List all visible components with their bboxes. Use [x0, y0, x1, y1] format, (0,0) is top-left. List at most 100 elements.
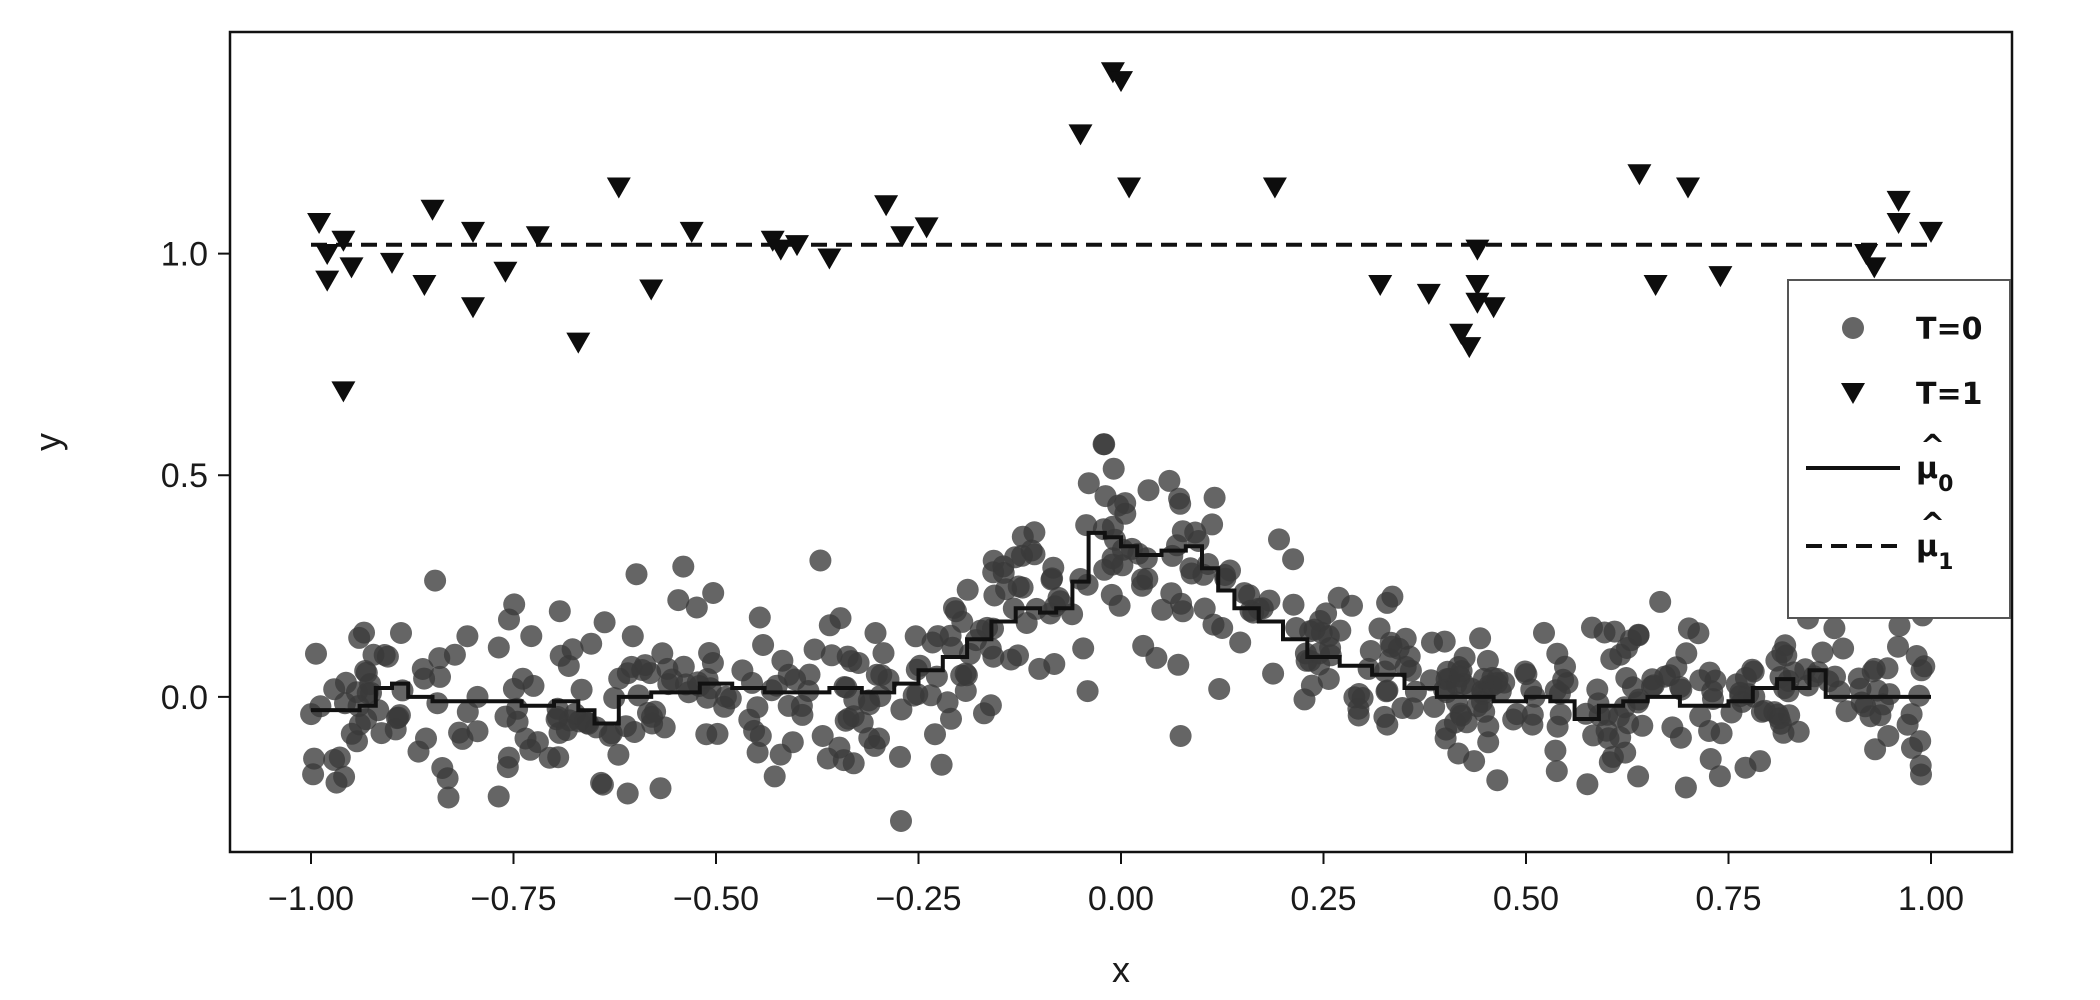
- mu0-line: [311, 530, 1931, 726]
- t0-point: [924, 723, 946, 746]
- t0-point: [748, 606, 771, 629]
- t0-point: [1835, 700, 1858, 723]
- t0-point: [834, 709, 857, 732]
- t0-point: [1449, 702, 1472, 725]
- t0-point: [305, 642, 327, 665]
- t0-point: [641, 705, 663, 728]
- t0-point: [1423, 695, 1446, 718]
- t0-point: [1909, 730, 1932, 753]
- t0-point: [982, 645, 1005, 668]
- x-axis-label: x: [1112, 949, 1130, 990]
- legend: T=0 T=1 μ0 ^ μ1 ^: [1787, 279, 2011, 619]
- t0-point: [448, 721, 471, 744]
- t0-point: [1586, 678, 1609, 701]
- t0-point: [1282, 593, 1305, 616]
- t0-point: [840, 650, 863, 673]
- t0-point: [1023, 521, 1046, 544]
- t0-point: [1137, 479, 1160, 502]
- t0-point: [1229, 631, 1252, 654]
- t0-point: [1132, 634, 1155, 657]
- t1-point: [331, 230, 356, 252]
- legend-t1-label: T=1: [1916, 377, 1982, 412]
- legend-mu1-base: μ: [1916, 529, 1938, 564]
- t0-point: [367, 699, 390, 722]
- t0-point: [607, 743, 630, 766]
- t0-point: [1262, 662, 1285, 685]
- t0-point: [1282, 548, 1305, 571]
- t1-point: [1708, 266, 1733, 288]
- t0-point: [790, 694, 813, 717]
- t1-point: [1368, 275, 1393, 297]
- t0-point: [950, 664, 973, 687]
- t0-point: [1750, 700, 1773, 723]
- t0-point: [995, 578, 1018, 601]
- t0-point: [359, 673, 382, 696]
- t0-point: [494, 705, 517, 728]
- t0-point: [1864, 738, 1887, 761]
- x-tick-label: −0.50: [673, 880, 759, 918]
- t0-point: [1888, 614, 1911, 637]
- t0-point: [429, 665, 451, 688]
- legend-mu1-sub: 1: [1938, 550, 1953, 575]
- t1-point: [1854, 244, 1879, 266]
- t0-point: [1072, 637, 1095, 660]
- t0-point: [590, 771, 613, 794]
- t0-point: [1450, 660, 1473, 682]
- t0-point: [1878, 683, 1901, 706]
- t0-point: [769, 743, 792, 766]
- t1-point: [461, 297, 485, 319]
- t0-point: [1167, 653, 1190, 676]
- t0-point: [1502, 708, 1525, 731]
- t0-point: [760, 679, 783, 702]
- t0-point: [832, 749, 855, 772]
- t0-point: [1710, 722, 1733, 745]
- t0-point: [1603, 620, 1626, 643]
- t0-point: [1193, 597, 1216, 620]
- t0-point: [580, 632, 603, 655]
- t0-point: [431, 757, 454, 779]
- t0-point: [1170, 592, 1193, 615]
- t1-point: [768, 239, 793, 261]
- t1-point: [1117, 177, 1142, 199]
- t0-point: [348, 626, 371, 649]
- t0-point: [1093, 433, 1116, 456]
- t0-point: [672, 555, 695, 578]
- t1-point: [1643, 275, 1668, 297]
- t0-point: [699, 677, 722, 700]
- t0-point: [1285, 617, 1308, 639]
- t0-point: [1077, 472, 1100, 495]
- t1-point: [639, 279, 664, 301]
- t0-point: [1708, 765, 1731, 788]
- t0-point: [631, 659, 654, 681]
- t1-point: [1676, 177, 1700, 199]
- y-axis-ticks: 0.0 0.5 1.0: [161, 236, 230, 717]
- t1-point: [1109, 71, 1133, 93]
- t1-point: [461, 221, 485, 243]
- t1-point: [331, 381, 356, 403]
- t1-point: [785, 235, 809, 257]
- t1-point: [380, 252, 404, 274]
- x-tick-label: −1.00: [268, 880, 354, 918]
- t1-point: [1886, 190, 1911, 212]
- t1-point: [1481, 297, 1506, 319]
- t1-point: [874, 195, 899, 217]
- t1-point: [1627, 164, 1652, 186]
- x-tick-label: −0.25: [875, 880, 961, 918]
- t0-point: [1233, 582, 1256, 605]
- t0-point: [370, 722, 393, 745]
- t0-point: [1463, 750, 1486, 773]
- t0-point: [456, 625, 479, 648]
- t0-point: [1674, 776, 1697, 799]
- x-tick-label: −0.75: [470, 880, 556, 918]
- t0-point: [956, 578, 979, 601]
- t0-point: [902, 684, 925, 707]
- t1-point: [307, 212, 332, 234]
- t0-point: [1219, 559, 1241, 582]
- t0-point: [1548, 682, 1571, 705]
- t1-point: [606, 177, 631, 199]
- t1-point: [1862, 257, 1887, 279]
- t0-point: [1114, 492, 1137, 515]
- legend-t0-label: T=0: [1916, 312, 1982, 347]
- t0-point: [1689, 705, 1712, 728]
- y-axis-label: y: [27, 433, 68, 451]
